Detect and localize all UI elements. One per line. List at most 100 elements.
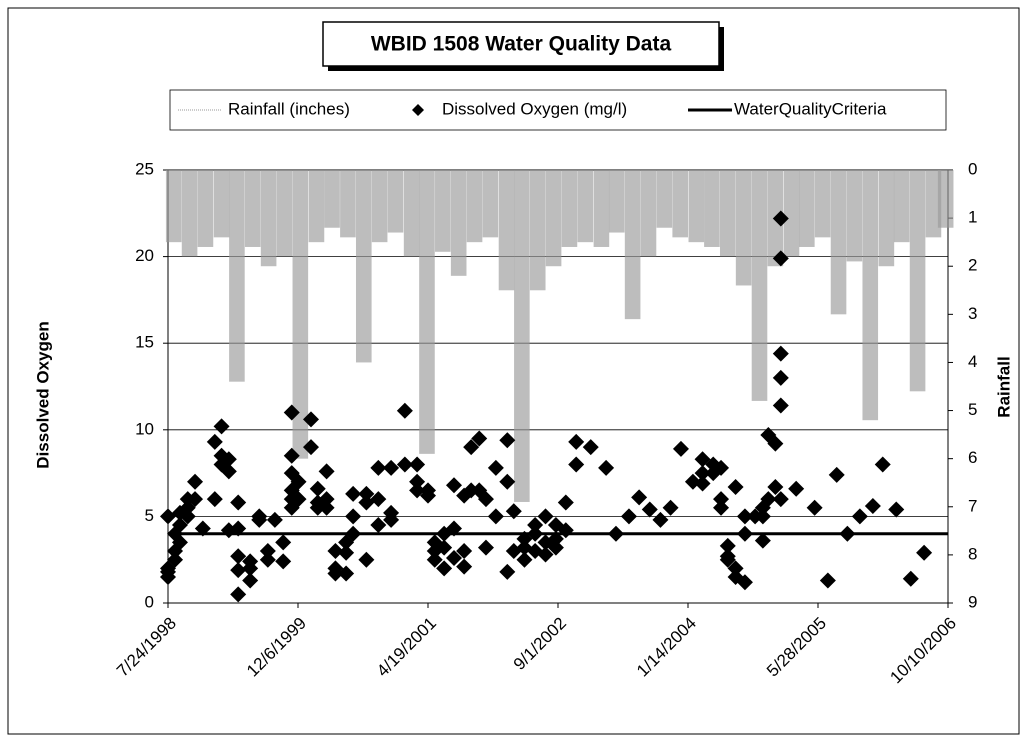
rainfall-bar — [846, 170, 863, 262]
do-point — [242, 572, 259, 589]
y-tick-label: 25 — [135, 159, 154, 178]
rainfall-bar — [419, 170, 435, 454]
rainfall-bar — [545, 170, 562, 267]
do-point — [672, 440, 689, 457]
rainfall-bar — [355, 170, 372, 363]
do-point — [275, 553, 292, 570]
do-point — [713, 499, 730, 516]
y-tick-label: 20 — [135, 246, 154, 265]
do-point — [487, 508, 504, 525]
do-point — [652, 511, 669, 528]
rainfall-bar — [181, 170, 198, 257]
legend-label: WaterQualityCriteria — [734, 99, 887, 118]
do-point — [303, 439, 319, 456]
do-point — [338, 544, 355, 561]
do-point — [851, 508, 868, 525]
do-point — [557, 494, 574, 511]
do-point — [309, 499, 326, 516]
do-point — [694, 465, 711, 482]
y-tick-label: 0 — [145, 592, 154, 611]
rainfall-bar — [640, 170, 657, 257]
rainfall-bar — [862, 170, 879, 421]
do-point — [631, 489, 648, 506]
do-point — [338, 565, 355, 582]
do-point — [345, 485, 362, 502]
do-point — [409, 456, 426, 473]
do-point — [420, 482, 436, 499]
do-point — [409, 473, 426, 490]
do-point — [719, 537, 736, 554]
do-point — [220, 463, 237, 480]
do-point — [290, 473, 307, 490]
do-point — [309, 480, 326, 497]
do-point — [187, 491, 204, 508]
y2-tick-label: 9 — [968, 592, 977, 611]
rainfall-bar — [498, 170, 515, 291]
legend-swatch — [412, 104, 424, 116]
do-point — [230, 562, 247, 579]
do-point — [446, 477, 462, 494]
do-point — [582, 439, 599, 456]
rainfall-bar — [577, 170, 594, 243]
y2-axis-label: Rainfall — [994, 356, 1013, 417]
do-point — [819, 572, 836, 589]
do-point — [767, 478, 784, 495]
do-point — [230, 586, 247, 603]
rainfall-bar — [608, 170, 625, 233]
rainfall-bar — [704, 170, 720, 247]
do-point — [828, 466, 845, 483]
do-point — [220, 451, 237, 468]
rainfall-bar — [751, 170, 768, 401]
do-point — [358, 485, 375, 502]
rainfall-bar — [213, 170, 230, 238]
do-point — [772, 397, 789, 414]
y2-tick-label: 0 — [968, 159, 977, 178]
do-point — [160, 508, 176, 525]
do-point — [888, 501, 905, 518]
rainfall-bar — [435, 170, 451, 252]
rainfall-bar — [276, 170, 293, 257]
do-point — [537, 546, 554, 563]
legend-box — [169, 89, 947, 131]
do-point — [383, 511, 400, 528]
rainfall-bar — [878, 170, 895, 267]
do-point — [499, 473, 516, 490]
y-tick-label: 10 — [135, 419, 154, 438]
do-point — [463, 482, 480, 499]
do-point — [902, 570, 919, 587]
do-point — [213, 418, 230, 435]
do-point — [358, 551, 375, 568]
do-point — [620, 508, 637, 525]
do-point — [568, 433, 585, 450]
do-point — [446, 549, 462, 566]
do-point — [505, 503, 522, 520]
do-point — [167, 551, 184, 568]
y2-tick-label: 8 — [968, 544, 977, 563]
rainfall-bar — [735, 170, 752, 286]
rainfall-bar — [783, 170, 800, 257]
do-point — [713, 491, 730, 508]
do-point — [641, 501, 658, 518]
do-point — [187, 473, 204, 490]
do-point — [527, 517, 544, 534]
do-point — [259, 551, 276, 568]
rainfall-bar — [719, 170, 736, 257]
legend-label: Rainfall (inches) — [228, 99, 350, 118]
do-point — [275, 534, 292, 551]
rainfall-bar — [450, 170, 467, 276]
do-point — [537, 508, 554, 525]
y2-tick-label: 2 — [968, 256, 977, 275]
do-point — [358, 494, 375, 511]
rainfall-bar — [672, 170, 688, 238]
do-point — [426, 551, 443, 568]
do-point — [760, 491, 777, 508]
rainfall-bar — [814, 170, 831, 238]
do-point — [345, 508, 362, 525]
do-point — [547, 539, 564, 556]
rainfall-bar — [165, 170, 182, 243]
do-point — [788, 480, 805, 497]
y-axis-label: Dissolved Oxygen — [33, 321, 52, 468]
do-point — [436, 539, 453, 556]
